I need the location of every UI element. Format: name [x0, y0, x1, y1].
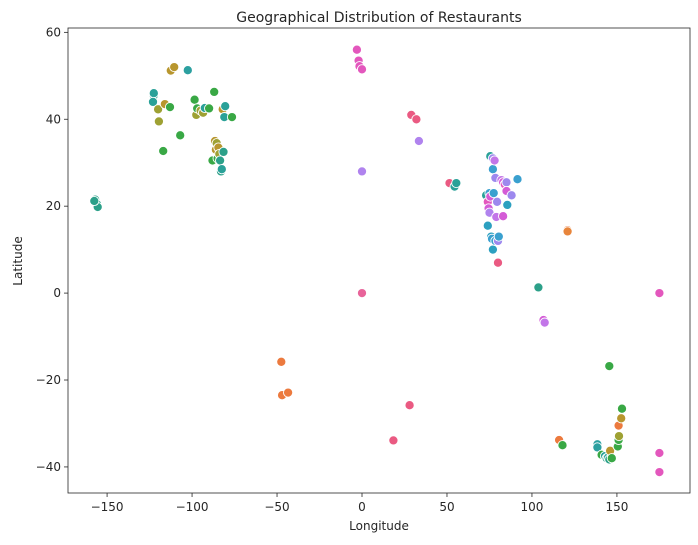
data-point-86 — [562, 226, 573, 237]
data-point-3 — [89, 195, 100, 207]
data-point-37 — [220, 101, 231, 112]
data-point-24 — [209, 86, 220, 97]
x-tick-label: 100 — [520, 500, 543, 514]
data-point-75 — [498, 211, 509, 222]
data-point-31 — [215, 155, 226, 166]
data-point-90 — [654, 467, 665, 478]
y-tick-label: 40 — [46, 112, 61, 126]
x-tick-label: 150 — [605, 500, 628, 514]
data-point-112 — [616, 403, 628, 414]
data-point-47 — [413, 135, 424, 147]
y-tick-label: 0 — [53, 286, 61, 300]
data-point-9 — [158, 145, 169, 157]
data-point-65 — [489, 155, 500, 166]
data-point-82 — [533, 282, 544, 293]
data-point-109 — [613, 431, 625, 442]
data-point-52 — [482, 220, 493, 231]
data-point-44 — [356, 288, 368, 299]
data-point-84 — [539, 317, 550, 328]
x-tick-label: −50 — [264, 500, 289, 514]
data-point-80 — [506, 190, 517, 201]
data-point-22 — [204, 103, 215, 114]
data-point-13 — [169, 62, 180, 73]
data-point-95 — [388, 435, 399, 446]
x-tick-label: 0 — [358, 500, 366, 514]
x-tick-label: −150 — [91, 500, 124, 514]
data-point-5 — [148, 88, 159, 99]
data-point-50 — [451, 178, 462, 189]
x-tick-label: −100 — [176, 500, 209, 514]
points-layer — [89, 44, 665, 478]
data-point-87 — [604, 361, 615, 372]
data-point-43 — [356, 166, 368, 177]
data-point-38 — [226, 112, 238, 123]
data-point-91 — [276, 356, 287, 367]
data-point-106 — [606, 453, 617, 464]
x-axis-label: Longitude — [349, 519, 409, 533]
x-tick-label: 50 — [439, 500, 454, 514]
data-point-15 — [182, 65, 193, 76]
data-point-71 — [492, 257, 504, 268]
data-point-6 — [147, 96, 159, 107]
data-point-11 — [164, 102, 176, 113]
data-point-16 — [189, 94, 200, 105]
data-point-89 — [654, 447, 665, 459]
data-point-97 — [557, 440, 568, 451]
data-point-111 — [616, 413, 627, 424]
data-point-14 — [175, 130, 186, 141]
data-point-79 — [502, 199, 513, 210]
data-point-64 — [488, 188, 499, 199]
x-axis: −150 −100 −50 0 50 100 150 — [91, 493, 628, 514]
data-point-61 — [487, 164, 498, 175]
y-tick-label: −40 — [36, 460, 61, 474]
data-point-88 — [654, 288, 665, 299]
data-point-94 — [404, 400, 415, 411]
data-point-69 — [492, 196, 503, 207]
y-axis: −40 −20 0 20 40 60 — [36, 25, 68, 474]
data-point-42 — [356, 64, 368, 75]
y-axis-label: Latitude — [11, 236, 25, 285]
y-tick-label: 60 — [46, 25, 61, 39]
data-point-46 — [411, 114, 422, 125]
y-tick-label: −20 — [36, 373, 61, 387]
data-point-33 — [216, 164, 227, 175]
data-point-93 — [283, 387, 294, 398]
data-point-39 — [351, 44, 362, 55]
data-point-62 — [487, 244, 498, 255]
plot-frame — [67, 27, 691, 494]
data-point-77 — [501, 177, 512, 188]
data-point-72 — [493, 231, 504, 242]
chart-title: Geographical Distribution of Restaurants — [236, 10, 522, 26]
data-point-35 — [218, 146, 229, 157]
data-point-8 — [153, 116, 164, 127]
data-point-81 — [512, 174, 523, 185]
y-tick-label: 20 — [46, 199, 61, 213]
data-point-7 — [153, 104, 164, 115]
